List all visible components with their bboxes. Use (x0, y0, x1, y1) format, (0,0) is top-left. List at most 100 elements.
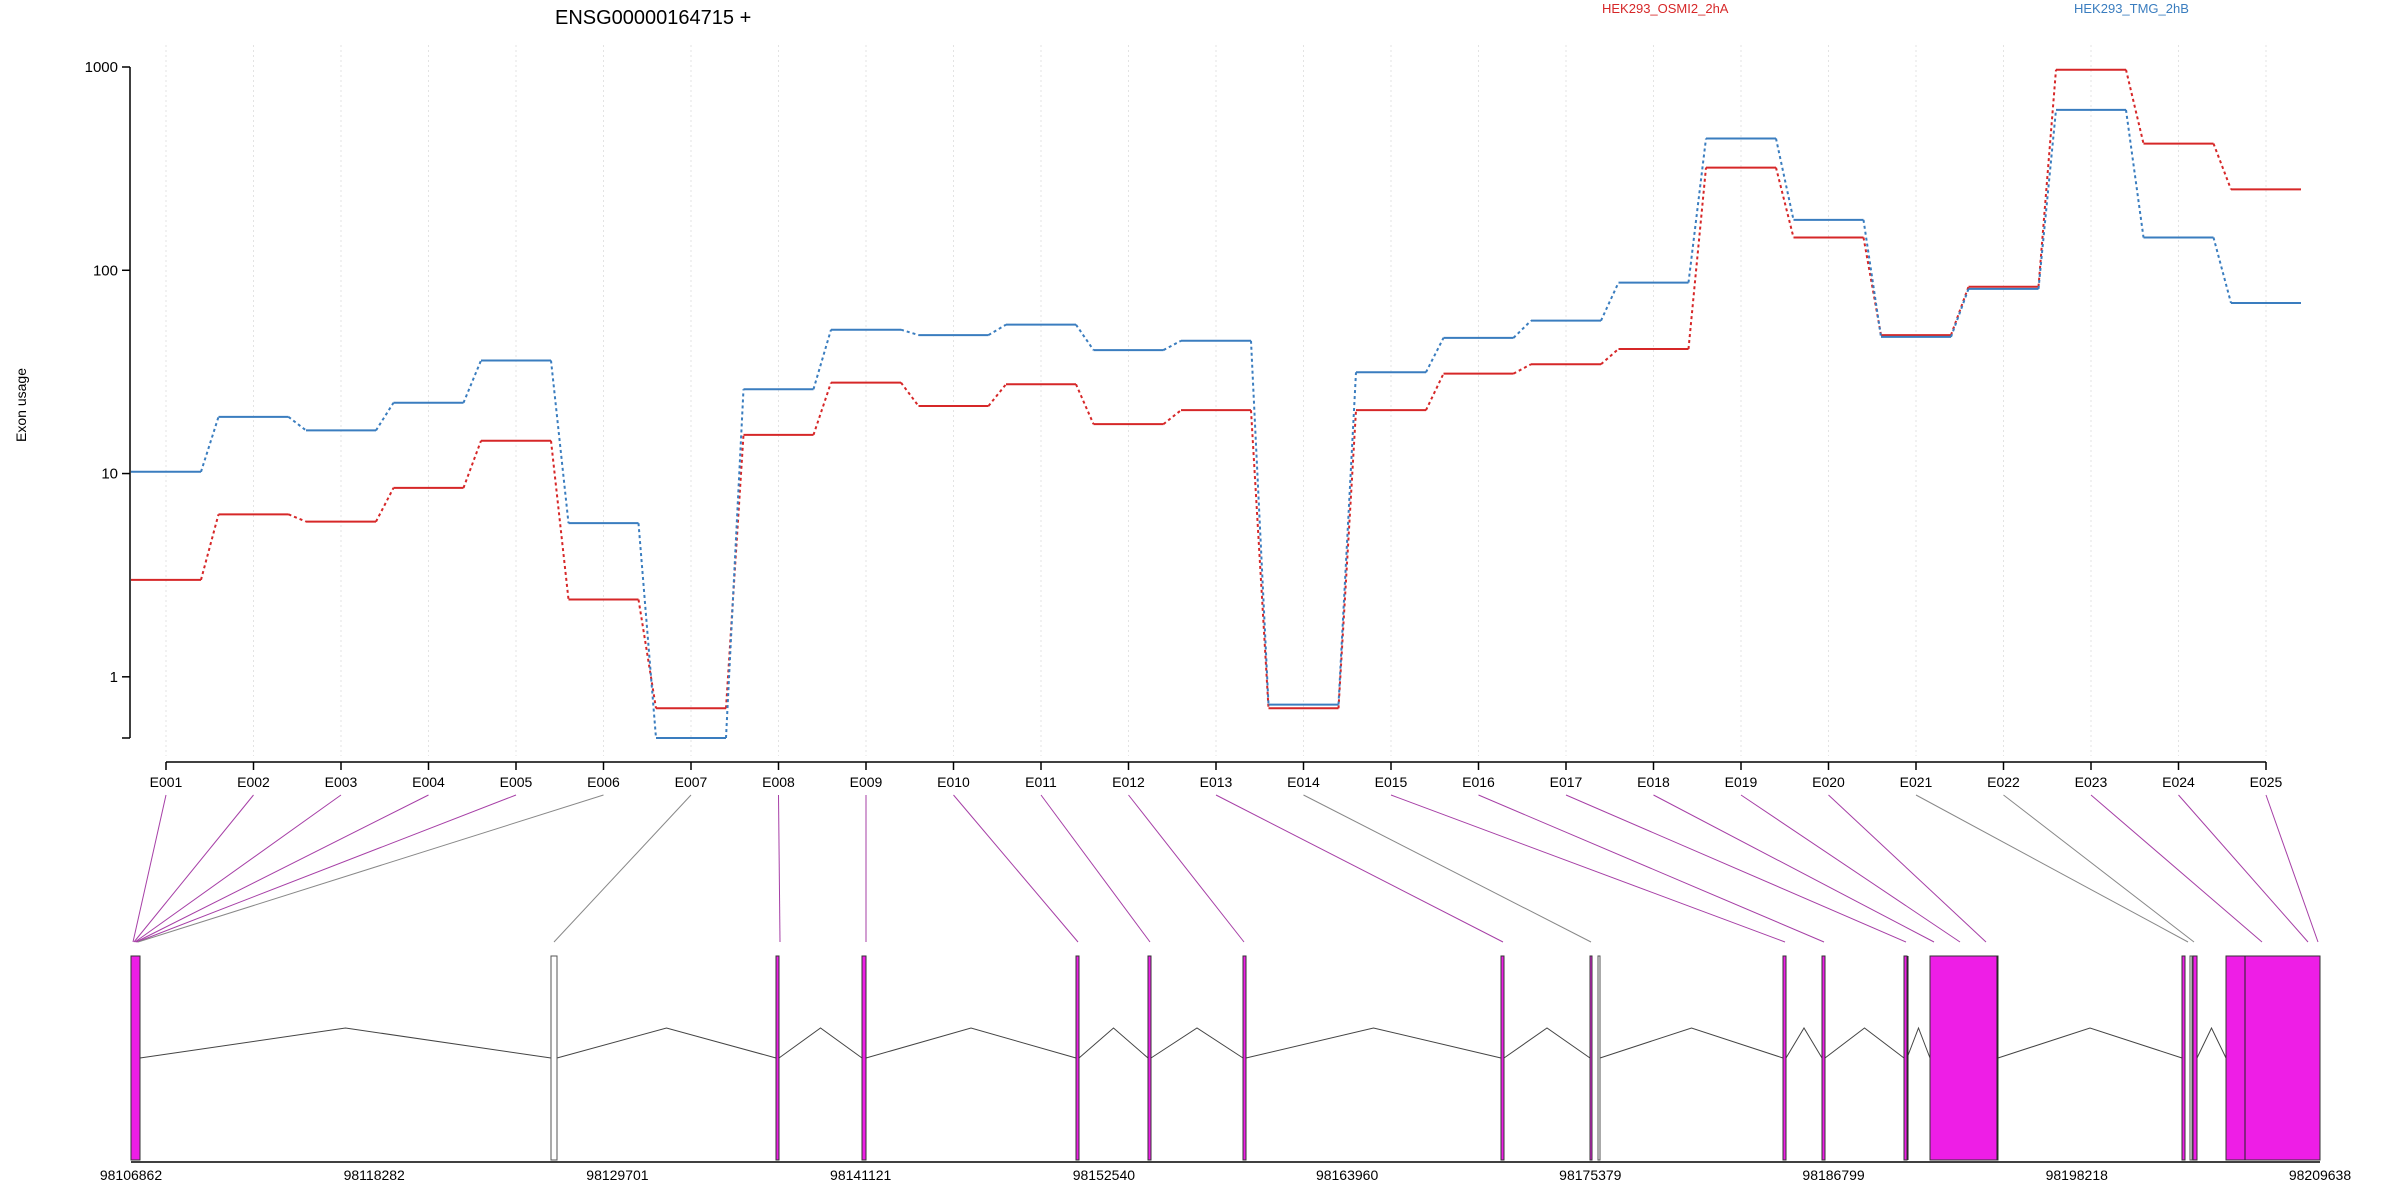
genomic-tick-label: 98129701 (586, 1167, 649, 1183)
connector (2037, 109, 2057, 289)
connector (1512, 319, 1532, 339)
x-tick-label: E007 (675, 774, 708, 790)
exon-map-line (2090, 794, 2263, 943)
x-tick-label: E011 (1025, 774, 1057, 790)
exon-block (1782, 955, 1787, 1161)
connector (1687, 167, 1707, 350)
genomic-tick-label: 98186799 (1802, 1167, 1865, 1183)
connector (1862, 237, 1882, 336)
exon-map-line (1478, 794, 1825, 943)
genomic-tick-label: 98163960 (1316, 1167, 1379, 1183)
connector (1425, 373, 1445, 411)
x-tick-label: E014 (1287, 774, 1320, 790)
connector (1775, 167, 1795, 238)
exon-map-line (1128, 794, 1245, 943)
y-axis: 1 10 100 1000 (85, 59, 131, 739)
connector (462, 360, 482, 404)
exon-block (775, 955, 780, 1161)
connector (2212, 237, 2232, 304)
genomic-coordinate-axis: 98106862 98118282 98129701 98141121 98152540… (100, 1161, 2352, 1183)
intron (139, 1027, 552, 1059)
vertical-gridlines (165, 45, 2267, 756)
gene-model (130, 955, 2321, 1161)
series-lines (131, 68, 2301, 740)
exon-block (1147, 955, 1152, 1161)
intron (1245, 1027, 1502, 1059)
connector (725, 434, 745, 709)
y-tick-label: 10 (101, 466, 118, 483)
exon-block (1242, 955, 1247, 1161)
y-axis-label: Exon usage (13, 368, 29, 442)
connector (375, 487, 395, 523)
connector (1162, 409, 1182, 425)
connector (550, 360, 570, 524)
chart-title: ENSG00000164715 + (555, 7, 751, 29)
connector (1600, 282, 1620, 322)
genomic-tick-label: 98118282 (344, 1167, 405, 1183)
connector (1075, 383, 1095, 425)
connector (2212, 143, 2232, 190)
x-tick-label: E002 (237, 774, 270, 790)
connector (1687, 138, 1707, 283)
x-tick-label: E017 (1550, 774, 1583, 790)
exon-map-line (2265, 794, 2319, 943)
genomic-tick-label: 98152540 (1073, 1167, 1136, 1183)
x-tick-label: E019 (1725, 774, 1758, 790)
connector (1775, 138, 1795, 221)
x-tick-label: E003 (325, 774, 358, 790)
connector (900, 382, 920, 407)
connector (1950, 288, 1970, 338)
exon-map-line (778, 794, 781, 943)
exon-map-line (1565, 794, 1907, 943)
x-tick-label: E001 (150, 774, 183, 790)
exon-map-line (1828, 794, 1987, 943)
connector (288, 513, 307, 523)
connector (987, 323, 1007, 336)
exon-map-line (953, 794, 1079, 943)
exon-map-line (1740, 794, 1961, 943)
connector (637, 523, 657, 739)
connector (1950, 286, 1970, 336)
x-tick-label: E018 (1637, 774, 1670, 790)
exon-map-line (2003, 794, 2195, 943)
exon-map-line (132, 794, 167, 943)
connector (200, 514, 220, 581)
connector (2125, 69, 2145, 144)
exon-block (1500, 955, 1505, 1161)
exon-map-line (1303, 794, 1592, 943)
connector (200, 416, 220, 473)
connector (462, 440, 482, 489)
x-tick-label: E024 (2162, 774, 2195, 790)
x-tick-label: E021 (1900, 774, 1933, 790)
y-tick-label: 1 (110, 669, 118, 686)
exon-block (2181, 955, 2186, 1161)
intron (778, 1027, 863, 1059)
connector (812, 329, 832, 390)
exon-block-ns (1597, 955, 1601, 1161)
exon-block (2225, 955, 2321, 1161)
x-tick-label: E006 (587, 774, 620, 790)
exon-block (2192, 955, 2198, 1161)
exon-map-line (1653, 794, 1935, 943)
exon-block (1903, 955, 1908, 1161)
connector (1862, 219, 1882, 338)
intron (1824, 1027, 1905, 1059)
intron (1997, 1027, 2183, 1059)
exon-block-ns (2189, 955, 2193, 1161)
intron (1503, 1027, 1591, 1059)
exon-map-line (2178, 794, 2309, 943)
y-tick-label: 100 (93, 262, 118, 279)
x-tick-label: E022 (1987, 774, 2020, 790)
y-tick-label: 1000 (85, 59, 118, 76)
connector (375, 402, 395, 431)
genomic-tick-label: 98209638 (2289, 1167, 2352, 1183)
genomic-tick-label: 98198218 (2046, 1167, 2109, 1183)
x-tick-label: E008 (762, 774, 795, 790)
exon-map-line (553, 794, 692, 943)
exon-map-line (135, 794, 429, 943)
genomic-tick-label: 98141121 (830, 1167, 891, 1183)
connector (1163, 339, 1182, 351)
connector (550, 440, 570, 600)
intron (865, 1027, 1077, 1059)
